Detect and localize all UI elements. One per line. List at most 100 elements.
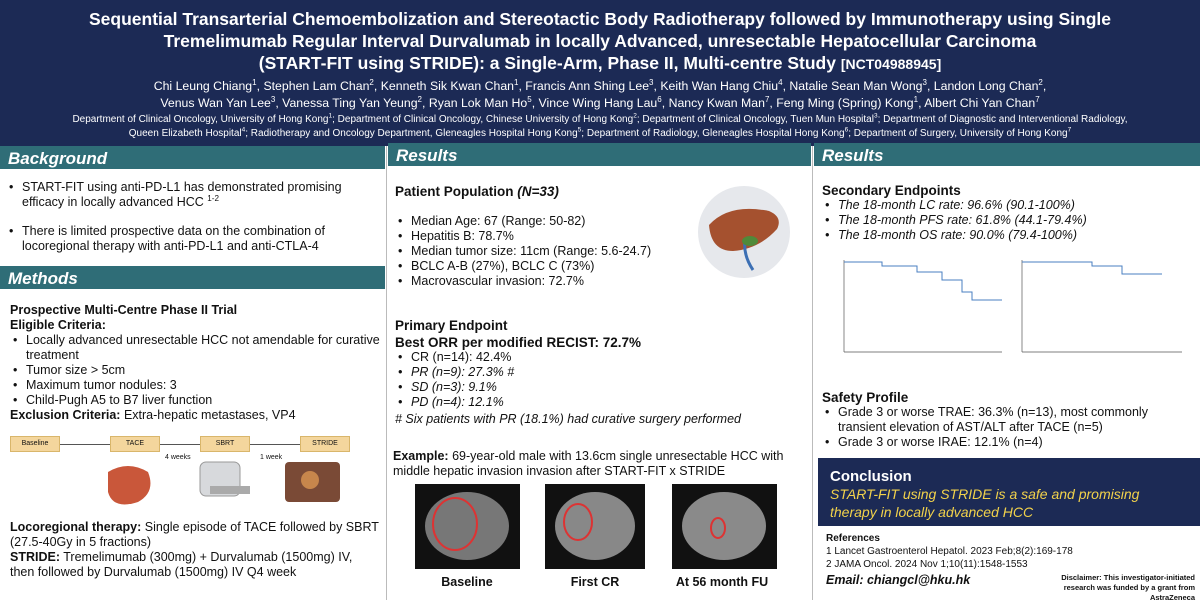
secondary: Secondary Endpoints The 18-month LC rate… [822,183,1194,243]
bullet: Maximum tumor nodules: 3 [10,378,380,393]
label: Eligible Criteria: [10,318,106,332]
scan-images [415,484,777,569]
text: ; Department of Radiology, Gleneagles Ho… [581,128,845,139]
subheading: Secondary Endpoints [822,183,961,198]
flow-arrow [60,444,110,445]
superscript: 2 [1038,77,1043,87]
section-heading: Results [814,143,1200,168]
superscript: 7 [764,94,770,104]
text: ; Radiotherapy and Oncology Department, … [245,128,578,139]
disclaimer: Disclaimer: This investigator-initiated … [1061,573,1195,602]
superscript: 3 [922,77,927,87]
superscript: 1 [514,77,519,87]
title-line: (START-FIT using STRIDE): a Single-Arm, … [0,52,1200,75]
subheading: Primary Endpoint [395,318,508,333]
authors: Venus Wan Yan Lee3, Vanessa Ting Yan Yeu… [0,95,1200,112]
bullet: START-FIT using anti-PD-L1 has demonstra… [6,180,376,210]
bullet: The 18-month OS rate: 90.0% (79.4-100%) [822,228,1194,243]
affiliations: Department of Clinical Oncology, Univers… [0,113,1200,127]
title-line: (START-FIT using STRIDE): a Single-Arm, … [258,53,836,73]
text: , Landon Long Chan [926,79,1039,93]
caption: At 56 month FU [675,575,769,589]
superscript: 1 [913,94,919,104]
superscript: 2 [417,94,422,104]
methods-text: Prospective Multi-Centre Phase II Trial … [10,303,380,423]
bullet: Locally advanced unresectable HCC not am… [10,333,380,363]
text: Department of Clinical Oncology, Univers… [72,114,329,125]
divider [386,146,387,600]
flow-steps: Baseline TACE SBRT STRIDE 4 weeks 1 week [10,436,380,466]
text: Patient Population [395,184,518,199]
bullet: Macrovascular invasion: 72.7% [395,274,695,289]
bullet: Grade 3 or worse TRAE: 36.3% (n=13), mos… [822,405,1194,435]
divider [812,146,813,600]
text: , Keith Wan Hang Chiu [653,79,779,93]
flow-step: Baseline [10,436,60,452]
text: , Francis Ann Shing Lee [518,79,650,93]
superscript: 4 [778,77,783,87]
bullet: PR (n=9): 27.3% # [395,365,805,380]
bullet: PD (n=4): 12.1% [395,395,805,410]
flow-arrow [160,444,200,445]
superscript: 5 [527,94,532,104]
population-list: Median Age: 67 (Range: 50-82)Hepatitis B… [395,214,695,289]
caption: First CR [570,575,620,589]
superscript: 5 [577,126,582,134]
superscript: 3 [270,94,276,104]
superscript: 6 [657,94,662,104]
reference: 1 Lancet Gastroenterol Hepatol. 2023 Feb… [826,546,1073,557]
example: Example: 69-year-old male with 13.6cm si… [393,449,805,479]
bullet: CR (n=14): 42.4% [395,350,805,365]
superscript: 3 [873,112,878,120]
note: # Six patients with PR (18.1%) had curat… [395,412,741,426]
label: Locoregional therapy: [10,520,142,534]
locoregional: Locoregional therapy: Single episode of … [10,520,380,550]
text: Extra-hepatic metastases, VP4 [123,408,296,422]
km-plot [843,260,1002,353]
title-line: Tremelimumab Regular Interval Durvalumab… [163,31,1037,51]
text: There is limited prospective data on the… [22,224,325,253]
text: , Kenneth Sik Kwan Chan [373,79,515,93]
title-line: Sequential Transarterial Chemoembolizati… [89,9,1111,29]
conclusion-title: Conclusion [830,468,912,485]
superscript: 1 [252,77,257,87]
superscript: 2 [633,112,637,120]
affiliations: Queen Elizabeth Hospital4; Radiotherapy … [0,127,1200,141]
survival-curves [843,260,1182,353]
liver-image [698,186,790,278]
text: Chi Leung Chiang [153,79,253,93]
flow-step: STRIDE [300,436,350,452]
text: Single episode of TACE followed by SBRT … [10,520,379,549]
safety-list: Grade 3 or worse TRAE: 36.3% (n=13), mos… [822,405,1194,450]
text: Venus Wan Yan Lee [160,96,271,110]
bullet: The 18-month LC rate: 96.6% (90.1-100%) [822,198,1194,213]
superscript: 6 [844,126,849,134]
text: , Feng Ming (Spring) Kong [769,96,914,110]
text: ; Department of Clinical Oncology, Chine… [332,114,634,125]
subheading: Prospective Multi-Centre Phase II Trial [10,303,238,317]
primary-endpoint: Primary Endpoint Best ORR per modified R… [395,318,805,427]
section-heading: Results [388,143,811,168]
bullet: SD (n=3): 9.1% [395,380,805,395]
background-list: START-FIT using anti-PD-L1 has demonstra… [6,180,376,254]
flow-diagram [108,461,340,505]
email: Email: chiangcl@hku.hk [826,573,971,587]
subheading: Safety Profile [822,390,909,405]
label: Example: [393,449,449,463]
bullet: Hepatitis B: 78.7% [395,229,695,244]
bullet: Median Age: 67 (Range: 50-82) [395,214,695,229]
text: ; Department of Surgery, University of H… [848,128,1068,139]
reference: 2 JAMA Oncol. 2024 Nov 1;10(11):1548-155… [826,559,1028,570]
stride: STRIDE: Tremelimumab (300mg) + Durvaluma… [10,550,380,580]
interval-label: 4 weeks [165,454,191,461]
label: Exclusion Criteria: [10,408,121,422]
text: Queen Elizabeth Hospital [128,128,242,139]
population: Patient Population (N=33) Median Age: 67… [395,184,695,289]
subheading: Best ORR per modified RECIST: 72.7% [395,335,642,350]
text: , Stephen Lam Chan [256,79,370,93]
text: Tremelimumab (300mg) + Durvalumab (1500m… [10,550,353,579]
text: , [1042,79,1047,93]
text: , Natalie Sean Man Wong [782,79,923,93]
text: , Nancy Kwan Man [661,96,765,110]
